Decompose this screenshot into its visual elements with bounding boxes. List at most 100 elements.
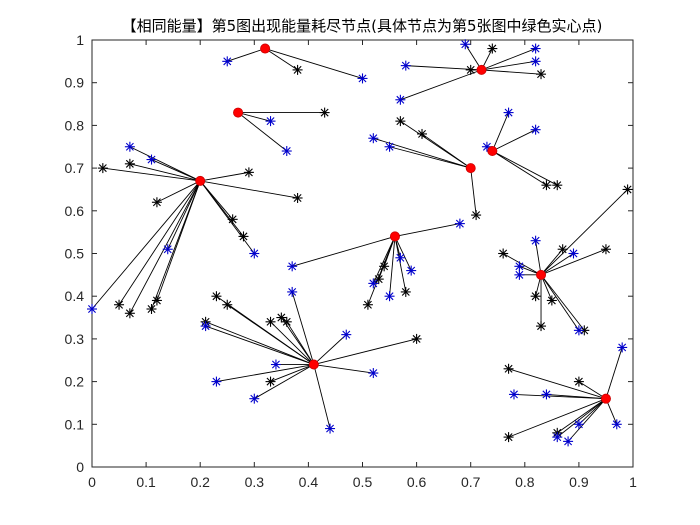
black-node [114, 299, 125, 310]
cluster-link [540, 274, 585, 331]
cluster-link [313, 334, 347, 365]
cluster-link [481, 69, 542, 75]
cluster-link [567, 398, 607, 442]
cluster-link [508, 368, 607, 400]
cluster-link [227, 48, 266, 62]
black-node [600, 244, 611, 255]
x-tick-label: 0.9 [569, 474, 589, 490]
cluster-link [605, 347, 623, 399]
black-node [400, 286, 411, 297]
x-tick-label: 0 [88, 474, 96, 490]
black-node [362, 299, 373, 310]
cluster-link [400, 69, 482, 101]
y-tick-label: 0.8 [65, 117, 85, 133]
cluster-link [481, 48, 536, 71]
blue-node [454, 218, 465, 229]
y-tick-label: 0.7 [65, 160, 85, 176]
blue-node [162, 244, 173, 255]
cluster-link [394, 236, 407, 293]
y-tick-label: 0.5 [65, 246, 85, 262]
black-node [503, 432, 514, 443]
y-tick-label: 0.2 [65, 374, 85, 390]
cluster-link [118, 180, 201, 305]
cluster-link [481, 60, 536, 71]
cluster-head-point [476, 64, 487, 75]
cluster-link [199, 180, 255, 254]
blue-node [568, 248, 579, 259]
blue-node [87, 304, 97, 315]
black-node [465, 64, 476, 75]
blue-node [552, 432, 563, 443]
blue-node [563, 436, 574, 447]
x-tick-label: 0.4 [299, 474, 319, 490]
blue-node [249, 248, 260, 259]
y-tick-label: 0.4 [65, 288, 85, 304]
y-tick-label: 0.1 [65, 416, 85, 432]
x-tick-label: 0.6 [407, 474, 427, 490]
black-node [211, 291, 222, 302]
cluster-link [492, 150, 558, 186]
blue-node [146, 154, 157, 165]
cluster-link [540, 248, 564, 276]
cluster-head-point [465, 163, 476, 174]
cluster-heads-layer [195, 43, 611, 404]
black-node [227, 214, 238, 225]
cluster-link [129, 163, 201, 182]
blue-node [384, 141, 395, 152]
cluster-link [578, 381, 607, 400]
blue-node [270, 359, 281, 370]
black-node [124, 308, 135, 319]
cluster-link [254, 364, 315, 400]
black-node [622, 184, 633, 195]
black-node [395, 116, 406, 127]
cluster-link [394, 223, 460, 237]
cluster-link [508, 398, 607, 438]
blue-node [211, 376, 222, 387]
cluster-link [270, 364, 314, 383]
cluster-link [394, 236, 412, 271]
cluster-link [540, 189, 628, 276]
black-node [265, 316, 276, 327]
black-node [319, 107, 330, 118]
nodes-layer [87, 39, 633, 447]
black-node [498, 248, 509, 259]
black-node [536, 69, 547, 80]
blue-node [530, 124, 541, 135]
black-node [379, 261, 390, 272]
blue-node [611, 419, 622, 430]
black-node [552, 180, 563, 191]
cluster-link [492, 129, 536, 152]
cluster-link [372, 236, 396, 284]
cluster-link [264, 48, 363, 79]
black-node [292, 64, 303, 75]
black-node [151, 197, 162, 208]
cluster-link [492, 150, 547, 186]
y-tick-label: 1 [76, 32, 84, 48]
black-node [530, 291, 541, 302]
cluster-link [156, 180, 201, 203]
cluster-link [540, 248, 607, 276]
cluster-link [535, 240, 542, 275]
cluster-link [292, 235, 396, 267]
blue-node [514, 261, 525, 272]
blue-node [368, 278, 379, 289]
x-tick-label: 0.5 [353, 474, 373, 490]
blue-node [617, 342, 628, 353]
black-node [373, 274, 384, 285]
cluster-link [237, 112, 288, 152]
cluster-link [167, 180, 201, 250]
links-layer [91, 44, 628, 442]
black-node [411, 333, 422, 344]
blue-node [460, 39, 471, 50]
black-node [265, 376, 276, 387]
cluster-link [216, 364, 314, 383]
cluster-link [389, 236, 396, 297]
cluster-link [291, 291, 315, 365]
cluster-head-point [195, 175, 206, 186]
cluster-link [264, 48, 298, 71]
cluster-link [578, 398, 607, 425]
cluster-link [286, 321, 315, 365]
blue-node [287, 261, 298, 272]
black-node [557, 244, 568, 255]
cluster-link [313, 364, 374, 374]
